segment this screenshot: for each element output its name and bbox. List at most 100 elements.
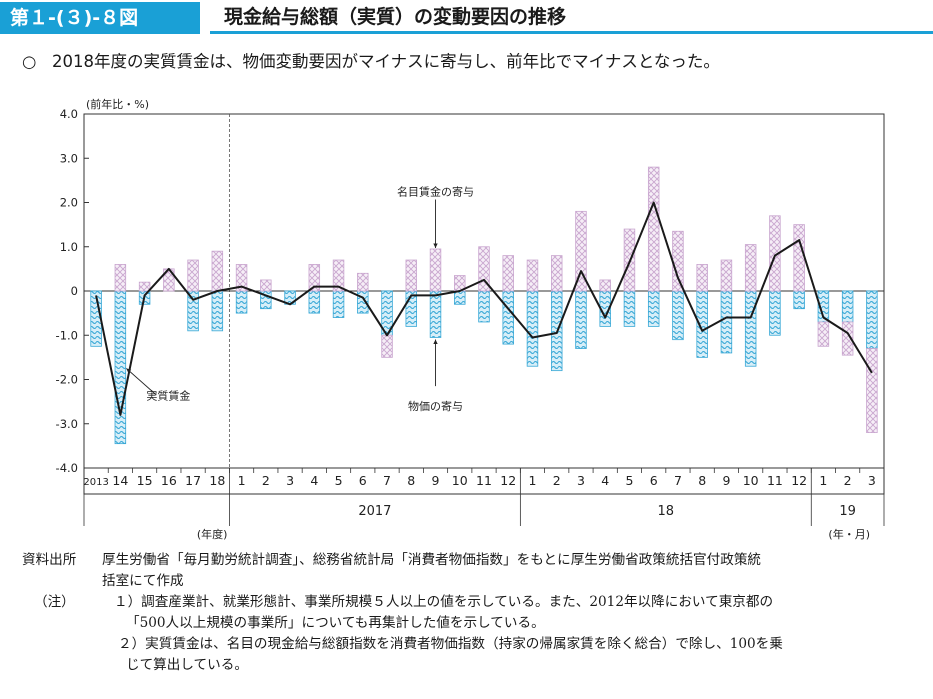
price-contribution-bar <box>526 290 539 367</box>
nominal-contribution-bar <box>647 166 660 292</box>
nominal-contribution-bar <box>575 210 587 292</box>
nominal-contribution-bar <box>599 279 611 292</box>
x-tick-label: 8 <box>407 473 415 488</box>
nominal-contribution-bar <box>260 279 272 292</box>
nominal-contribution-bar <box>696 264 708 292</box>
price-contribution-bar <box>429 290 442 338</box>
annotation-nominal: 名目賃金の寄与 <box>397 185 474 199</box>
real-wage-line <box>95 201 873 416</box>
x-tick-label: 16 <box>161 473 177 488</box>
bar-series <box>90 166 878 445</box>
summary-text: 2018年度の実質賃金は、物価変動要因がマイナスに寄与し、前年比でマイナスとなっ… <box>52 52 720 71</box>
y-tick-label: -1.0 <box>56 328 78 342</box>
y-tick-label: 4.0 <box>60 107 78 121</box>
price-contribution-bar <box>623 290 636 327</box>
x-tick-label: 3 <box>868 473 876 488</box>
x-tick-label: 11 <box>476 473 492 488</box>
x-tick-label: 3 <box>286 473 294 488</box>
note2-row-cont: じて算出している。 <box>126 657 248 673</box>
annotation-price-arrowhead <box>433 339 438 344</box>
x-tick-label: 12 <box>500 473 516 488</box>
note1-row-cont: 「500人以上規模の事業所」についても再集計した値を示している。 <box>126 615 545 631</box>
nominal-contribution-bar <box>817 321 830 347</box>
nominal-contribution-bar <box>502 255 514 292</box>
y-tick-label: 1.0 <box>60 240 78 254</box>
annotation-real-arrowhead <box>126 368 132 374</box>
price-contribution-bar <box>720 290 733 354</box>
summary-bullet: ○ <box>22 52 37 71</box>
price-contribution-bar <box>502 290 514 345</box>
x-unit-fiscal-year: (年度) <box>197 527 228 541</box>
notes-block: 資料出所 厚生労働省「毎月勤労統計調査」、総務省統計局「消費者物価指数」をもとに厚… <box>22 550 922 676</box>
price-contribution-bar <box>332 290 345 318</box>
nominal-contribution-bar <box>308 264 321 292</box>
x-tick-label: 9 <box>432 473 440 488</box>
x-tick-label: 9 <box>722 473 730 488</box>
x-tick-label: 1 <box>529 473 537 488</box>
figure-number: 第１-(３)-８図 <box>0 2 200 34</box>
price-contribution-bar <box>744 290 757 367</box>
axis-labels: 4.0 3.0 2.0 1.0 0 -1.0 -2.0 -3.0 -4.0 (前年比・%) 2013… <box>56 97 876 541</box>
nominal-contribution-bar <box>138 281 151 292</box>
price-contribution-bar <box>187 290 199 332</box>
nominal-contribution-bar <box>672 230 684 292</box>
x-tick-label: 11 <box>767 473 783 488</box>
nominal-contribution-bar <box>841 321 854 356</box>
source-text: 厚生労働省「毎月勤労統計調査」、総務省統計局「消費者物価指数」をもとに厚生労働省… <box>102 552 762 568</box>
x-group-label: 19 <box>839 504 856 519</box>
price-contribution-bar <box>308 290 321 314</box>
x-tick-label: 5 <box>335 473 343 488</box>
x-tick-label: 3 <box>577 473 585 488</box>
nominal-contribution-bar <box>429 248 442 292</box>
y-tick-label: 3.0 <box>60 151 78 165</box>
x-tick-label: 7 <box>383 473 391 488</box>
nominal-contribution-bar <box>550 255 563 292</box>
price-contribution-bar <box>211 290 224 332</box>
x-tick-label: 2 <box>844 473 852 488</box>
price-contribution-bar <box>575 290 587 349</box>
note2-row: ２）実質賃金は、名目の現金給与総額指数を消費者物価指数（持家の帰属家賃を除く総合… <box>118 636 783 652</box>
nominal-contribution-bar <box>114 264 127 292</box>
price-contribution-bar <box>114 290 127 445</box>
x-tick-label: 1 <box>819 473 827 488</box>
price-contribution-bar <box>769 290 781 336</box>
price-contribution-bar <box>454 290 466 305</box>
price-contribution-bar <box>672 290 684 341</box>
annotation-real-leader <box>126 368 157 396</box>
line-series <box>95 201 873 416</box>
x-group-label: 2017 <box>358 504 391 519</box>
nominal-contribution-bar <box>720 259 733 292</box>
y-tick-label: 2.0 <box>60 196 78 210</box>
wage-factor-chart: 4.0 3.0 2.0 1.0 0 -1.0 -2.0 -3.0 -4.0 (前年比・%) 2013… <box>56 97 885 541</box>
x-tick-label: 1 <box>238 473 246 488</box>
source-row-cont: 括室にて作成 <box>102 573 184 589</box>
x-tick-label: 2 <box>553 473 561 488</box>
price-contribution-bar <box>793 290 805 310</box>
x-tick-label: 10 <box>452 473 468 488</box>
y-unit-label: (前年比・%) <box>86 97 149 111</box>
price-contribution-bar <box>235 290 248 314</box>
x-tick-label: 12 <box>791 473 807 488</box>
annotation-price: 物価の寄与 <box>408 399 463 413</box>
nominal-contribution-bar <box>211 250 224 292</box>
x-tick-label: 6 <box>650 473 658 488</box>
nominal-contribution-bar <box>357 272 369 292</box>
figure-title: 現金給与総額（実質）の変動要因の推移 <box>210 2 933 34</box>
nominal-contribution-bar <box>769 215 781 292</box>
nominal-contribution-bar <box>866 348 878 433</box>
note1-text: １）調査産業計、就業形態計、事業所規模５人以上の値を示している。また、2012年… <box>114 594 774 610</box>
nominal-contribution-bar <box>793 224 805 292</box>
x-unit-year-month: (年・月) <box>828 527 870 541</box>
price-contribution-bar <box>866 290 878 349</box>
x-tick-label: 10 <box>743 473 759 488</box>
price-contribution-bar <box>841 290 854 323</box>
nominal-contribution-bar <box>187 259 199 292</box>
x-tick-label: 14 <box>112 473 128 488</box>
x-tick-label: 6 <box>359 473 367 488</box>
x-tick-label: 18 <box>209 473 225 488</box>
note1-row: （注） １）調査産業計、就業形態計、事業所規模５人以上の値を示している。また、20… <box>22 592 922 613</box>
summary-line: ○ 2018年度の実質賃金は、物価変動要因がマイナスに寄与し、前年比でマイナスとな… <box>22 48 720 72</box>
x-tick-label: 7 <box>674 473 682 488</box>
x-tick-label: 5 <box>625 473 633 488</box>
